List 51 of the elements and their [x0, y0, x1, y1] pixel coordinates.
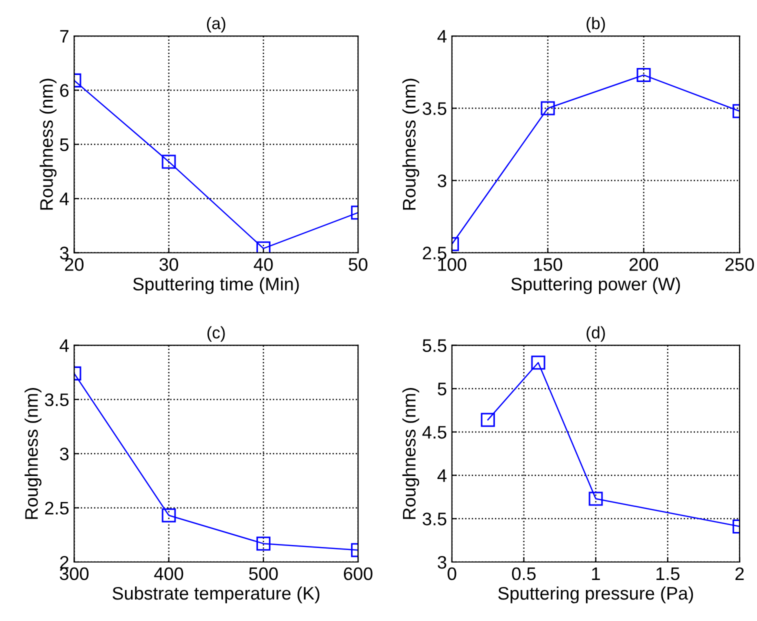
- point: [588, 492, 603, 506]
- x-tick-label: 2: [735, 567, 744, 580]
- y-tick-label: 7: [60, 30, 68, 43]
- y-tick-label: 4: [437, 469, 447, 482]
- chart-title: (b): [586, 16, 605, 33]
- y-tick-label: 3: [60, 448, 69, 460]
- y-tick-label: 5: [438, 382, 446, 396]
- y-tick-label: 5.5: [422, 339, 446, 352]
- chart-title: (d): [586, 326, 605, 342]
- y-tick-label: 3.5: [422, 102, 446, 115]
- y-tick-label: 4.5: [422, 426, 446, 439]
- x-tick-label: 100: [438, 258, 466, 271]
- point: [480, 412, 495, 427]
- x-tick-label: 1.5: [656, 568, 680, 580]
- x-tick-label: 0: [448, 567, 456, 580]
- x-tick-label: 300: [60, 567, 89, 580]
- x-tick-label: 400: [154, 567, 184, 580]
- point: [531, 356, 546, 370]
- x-tick-label: 150: [534, 258, 562, 271]
- chart-title: (a): [206, 16, 226, 33]
- y-tick-label: 4: [60, 339, 69, 352]
- y-tick-label: 4: [437, 30, 447, 43]
- y-axis-title: Roughness (nm): [402, 388, 420, 519]
- chart-title: (c): [207, 326, 225, 342]
- y-tick-label: 6: [60, 84, 69, 97]
- y-tick-label: 3.5: [422, 512, 446, 526]
- y-axis-title: Roughness (nm): [402, 78, 420, 210]
- x-axis-title: Sputtering time (Min): [133, 277, 299, 294]
- y-tick-label: 3.5: [44, 393, 69, 406]
- x-tick-label: 500: [249, 567, 278, 580]
- y-axis-title: Roughness (nm): [40, 78, 57, 210]
- y-tick-label: 4: [60, 192, 69, 206]
- x-tick-label: 200: [630, 258, 658, 271]
- y-tick-label: 3: [438, 556, 446, 569]
- x-tick-label: 0.5: [512, 567, 536, 580]
- x-tick-label: 600: [344, 567, 372, 580]
- y-tick-label: 5: [60, 138, 69, 152]
- y-tick-label: 3: [60, 246, 69, 260]
- x-tick-label: 40: [254, 258, 273, 271]
- x-tick-label: 30: [159, 258, 178, 271]
- y-axis-title: Roughness (nm): [24, 388, 42, 519]
- x-tick-label: 250: [725, 258, 754, 271]
- x-axis-title: Sputtering power (W): [511, 277, 680, 294]
- y-tick-label: 3: [438, 174, 446, 188]
- x-axis-title: Substrate temperature (K): [112, 586, 320, 604]
- x-axis-title: Sputtering pressure (Pa): [498, 586, 693, 604]
- x-tick-label: 50: [348, 258, 368, 271]
- y-tick-label: 2.5: [45, 502, 69, 515]
- y-tick-label: 2.5: [422, 246, 446, 260]
- x-tick-label: 20: [65, 258, 84, 271]
- x-tick-label: 1: [592, 568, 600, 580]
